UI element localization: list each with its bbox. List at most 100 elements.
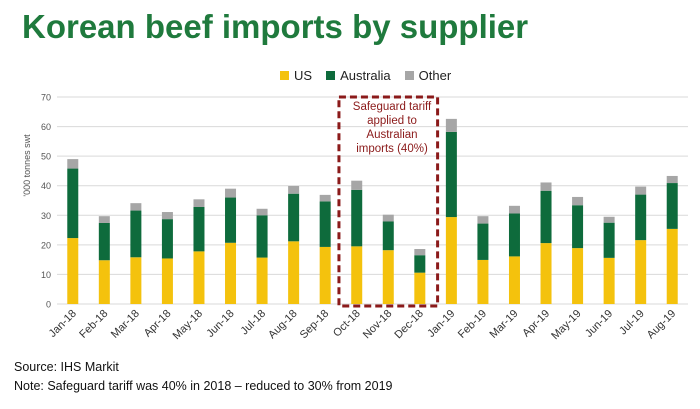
bar-other-apr-18 (161, 212, 173, 220)
bar-australia-feb-19 (477, 223, 489, 260)
bar-other-jan-18 (67, 159, 79, 169)
y-tick-label: 60 (41, 122, 51, 132)
bar-us-feb-19 (477, 259, 489, 304)
bar-us-jun-19 (603, 257, 615, 304)
bar-us-may-18 (193, 251, 205, 304)
bar-us-jul-18 (256, 257, 268, 304)
x-tick-label: Aug-18 (266, 308, 300, 342)
bar-australia-sep-18 (319, 201, 331, 247)
bar-australia-aug-18 (288, 193, 300, 242)
bar-australia-may-18 (193, 207, 205, 252)
bar-us-apr-18 (161, 258, 173, 304)
bar-other-jun-18 (225, 188, 237, 198)
x-tick-label: Aug-19 (645, 308, 679, 342)
x-tick-label: May-19 (549, 308, 583, 342)
bar-australia-feb-18 (98, 222, 110, 261)
y-tick-label: 20 (41, 240, 51, 250)
bar-other-may-19 (572, 196, 584, 206)
x-tick-label: Feb-18 (77, 308, 110, 341)
bar-other-feb-18 (98, 216, 110, 223)
bar-us-jan-18 (67, 238, 79, 304)
bar-australia-nov-18 (382, 221, 394, 251)
bar-australia-may-19 (572, 205, 584, 249)
bar-other-oct-18 (351, 180, 363, 190)
legend-item-australia: Australia (326, 68, 391, 83)
bar-australia-apr-18 (161, 219, 173, 259)
y-axis-label: '000 tonnes swt (22, 134, 32, 197)
bar-australia-jul-19 (635, 194, 647, 241)
safeguard-annotation: Safeguard tariff applied to Australian i… (352, 101, 432, 155)
legend-item-us: US (280, 68, 312, 83)
bar-other-jun-19 (603, 216, 615, 223)
bar-us-jul-19 (635, 240, 647, 304)
x-tick-label: Mar-18 (109, 308, 142, 341)
y-tick-label: 40 (41, 181, 51, 191)
bar-other-apr-19 (540, 182, 552, 191)
bar-us-jan-19 (445, 217, 457, 304)
x-tick-label: Feb-19 (456, 308, 489, 341)
safeguard-highlight-box (337, 95, 440, 308)
bar-australia-jan-19 (445, 131, 457, 218)
x-tick-label: Sep-18 (298, 308, 332, 342)
x-tick-label: Jun-18 (204, 308, 236, 340)
chart-title: Korean beef imports by supplier (22, 8, 529, 45)
bar-australia-oct-18 (351, 189, 363, 247)
bar-other-sep-18 (319, 194, 331, 202)
bar-us-feb-18 (98, 260, 110, 304)
bar-australia-jun-19 (603, 222, 615, 258)
source-note: Source: IHS Markit (14, 360, 119, 374)
y-tick-label: 70 (41, 93, 51, 103)
x-tick-label: Oct-18 (331, 308, 363, 340)
bar-other-aug-19 (666, 175, 678, 184)
bar-us-oct-18 (351, 246, 363, 304)
y-tick-label: 10 (41, 270, 51, 280)
bar-australia-jul-18 (256, 215, 268, 258)
bar-other-dec-18 (414, 248, 426, 256)
bar-us-apr-19 (540, 243, 552, 304)
bar-australia-mar-19 (508, 213, 520, 257)
legend-swatch-other (404, 71, 414, 80)
bar-other-may-18 (193, 199, 205, 208)
x-tick-label: Jul-18 (239, 308, 269, 338)
legend-label-other: Other (418, 68, 452, 83)
x-tick-label: Dec-18 (392, 308, 426, 342)
bar-other-jul-18 (256, 208, 268, 216)
bar-us-jun-18 (225, 242, 237, 304)
x-tick-label: Nov-18 (361, 308, 395, 342)
bar-australia-jun-18 (225, 197, 237, 243)
y-tick-label: 0 (46, 300, 51, 310)
bar-other-jul-19 (635, 186, 647, 195)
bar-australia-jan-18 (67, 168, 79, 239)
legend-label-us: US (294, 68, 313, 83)
y-tick-label: 30 (41, 211, 51, 221)
chart-legend: US Australia Other (280, 68, 451, 83)
bar-australia-dec-18 (414, 255, 426, 273)
bar-us-aug-18 (288, 241, 300, 304)
bar-other-mar-19 (508, 205, 520, 214)
bar-us-may-19 (572, 248, 584, 304)
bar-us-sep-18 (319, 246, 331, 304)
bar-other-nov-18 (382, 214, 394, 222)
legend-swatch-australia (326, 71, 336, 80)
bar-us-dec-18 (414, 272, 426, 304)
legend-item-other: Other (404, 68, 452, 83)
bar-other-aug-18 (288, 186, 300, 194)
bar-us-mar-18 (130, 257, 142, 304)
bar-australia-apr-19 (540, 190, 552, 244)
legend-swatch-us (280, 71, 289, 80)
legend-label-australia: Australia (340, 68, 391, 83)
x-tick-label: Jan-19 (425, 308, 457, 340)
x-tick-label: May-18 (171, 308, 205, 342)
tariff-note: Note: Safeguard tariff was 40% in 2018 –… (14, 379, 393, 393)
x-tick-label: Mar-19 (487, 308, 520, 341)
x-tick-label: Jul-19 (617, 308, 647, 338)
bar-other-feb-19 (477, 216, 489, 224)
x-tick-label: Jun-19 (583, 308, 615, 340)
y-tick-label: 50 (41, 152, 51, 162)
bar-other-jan-19 (445, 118, 457, 132)
x-tick-label: Apr-19 (520, 308, 552, 340)
x-tick-label: Apr-18 (142, 308, 174, 340)
bar-us-mar-19 (508, 256, 520, 304)
bar-us-nov-18 (382, 250, 394, 304)
